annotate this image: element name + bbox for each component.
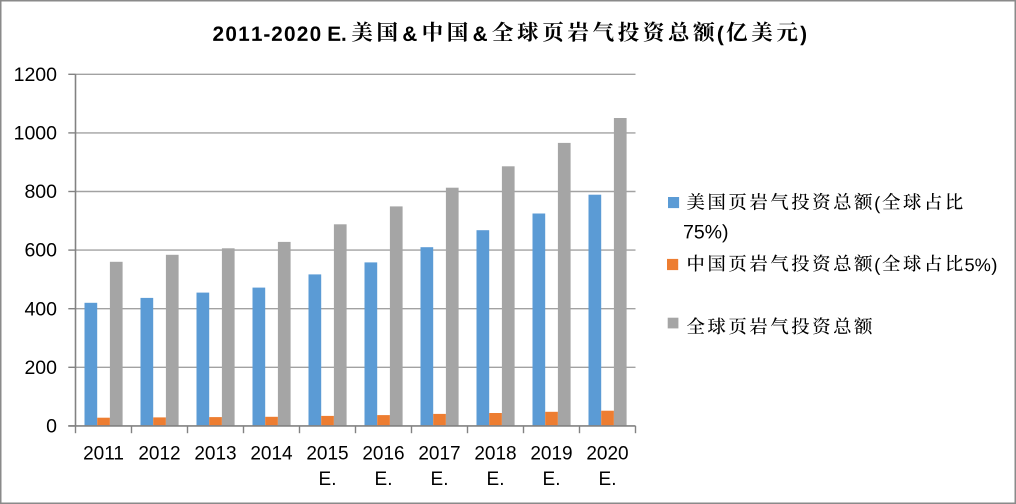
svg-text:E.: E. — [375, 469, 393, 490]
svg-text:0: 0 — [46, 416, 57, 438]
svg-text:E.: E. — [487, 469, 505, 490]
svg-text:400: 400 — [24, 298, 57, 320]
svg-text:2016: 2016 — [362, 443, 404, 464]
svg-text:E.: E. — [431, 469, 449, 490]
svg-text:1200: 1200 — [14, 64, 58, 86]
svg-text:E.: E. — [599, 469, 617, 490]
svg-text:2018: 2018 — [474, 443, 516, 464]
svg-text:800: 800 — [24, 181, 57, 203]
svg-text:2019: 2019 — [530, 443, 572, 464]
svg-text:E.: E. — [543, 469, 561, 490]
svg-text:2014: 2014 — [250, 443, 293, 464]
svg-text:2011: 2011 — [83, 443, 124, 464]
svg-text:2013: 2013 — [194, 443, 236, 464]
svg-text:2015: 2015 — [306, 443, 348, 464]
svg-text:600: 600 — [24, 240, 57, 262]
svg-text:2017: 2017 — [418, 443, 460, 464]
svg-text:200: 200 — [24, 357, 57, 379]
svg-text:1000: 1000 — [14, 123, 58, 145]
svg-text:2012: 2012 — [138, 443, 180, 464]
svg-text:2020: 2020 — [586, 443, 628, 464]
svg-text:E.: E. — [319, 469, 337, 490]
